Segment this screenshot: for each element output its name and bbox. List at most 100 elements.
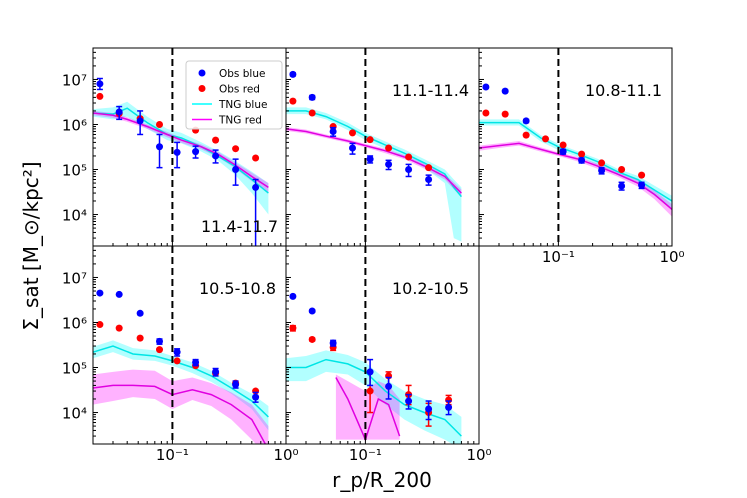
tng-red-band xyxy=(479,141,672,217)
y-tick-label: 10⁷ xyxy=(62,269,87,287)
y-tick-label: 10⁶ xyxy=(62,314,87,332)
obs-red-point xyxy=(482,109,490,117)
tng-blue-line xyxy=(93,345,269,418)
panel-label: 10.8-11.1 xyxy=(585,81,662,100)
x-axis-label: r_p/R_200 xyxy=(332,468,432,492)
obs-blue-point xyxy=(522,117,530,125)
y-axis-label: Σ_sat [M_⊙/kpc²] xyxy=(19,161,43,330)
obs-red-point xyxy=(559,141,567,149)
obs-blue-point xyxy=(425,405,433,413)
obs-blue-point xyxy=(425,175,433,183)
obs-blue-point xyxy=(173,148,181,156)
legend-label: TNG red xyxy=(218,115,262,127)
legend-label: TNG blue xyxy=(218,99,267,111)
obs-red-point xyxy=(618,166,626,174)
tng-blue-line xyxy=(286,110,462,198)
obs-red-point xyxy=(96,92,104,100)
legend-label: Obs red xyxy=(219,84,260,96)
panel-plot-area xyxy=(479,48,672,246)
y-tick-label: 10⁴ xyxy=(62,207,87,225)
obs-red-point xyxy=(156,120,164,128)
obs-red-point xyxy=(578,150,586,158)
tng-red-line xyxy=(93,384,267,444)
obs-blue-point xyxy=(212,368,220,376)
y-tick-label: 10⁶ xyxy=(62,116,87,134)
obs-red-point xyxy=(156,346,164,354)
tng-red-band xyxy=(93,369,269,444)
obs-blue-point xyxy=(136,117,144,125)
obs-red-point xyxy=(289,324,297,332)
obs-blue-point xyxy=(482,83,490,91)
obs-blue-point xyxy=(96,289,104,297)
panel-plot-area xyxy=(93,48,269,246)
x-tick-label: 10⁰ xyxy=(659,248,684,266)
obs-red-point xyxy=(289,97,297,105)
tng-blue-band xyxy=(286,350,462,444)
x-tick-label: 10⁰ xyxy=(273,446,298,464)
tng-blue-band xyxy=(479,119,672,208)
obs-blue-point xyxy=(385,160,393,168)
legend-label: Obs blue xyxy=(219,68,265,80)
obs-red-point xyxy=(136,334,144,342)
tng-red-line xyxy=(93,112,269,189)
obs-blue-point xyxy=(385,382,393,390)
obs-blue-point xyxy=(308,307,316,315)
obs-red-point xyxy=(405,153,413,161)
obs-blue-point xyxy=(96,80,104,88)
obs-red-point xyxy=(385,144,393,152)
y-tick-label: 10⁷ xyxy=(62,71,87,89)
obs-red-point xyxy=(366,387,374,395)
x-tick-label: 10⁰ xyxy=(466,446,491,464)
obs-blue-point xyxy=(329,127,337,135)
legend-box xyxy=(185,60,283,130)
y-tick-label: 10⁴ xyxy=(62,405,87,423)
obs-red-point xyxy=(598,159,606,167)
obs-blue-point xyxy=(212,152,220,160)
obs-blue-point xyxy=(308,93,316,101)
panel-plot-area xyxy=(286,48,462,246)
obs-blue-point xyxy=(598,167,606,175)
obs-red-point xyxy=(252,154,260,162)
tng-blue-line xyxy=(286,358,462,437)
obs-blue-point xyxy=(192,148,200,156)
obs-red-point xyxy=(425,164,433,172)
obs-blue-point xyxy=(156,143,164,151)
obs-red-point xyxy=(173,357,181,365)
obs-blue-point xyxy=(252,393,260,401)
obs-blue-point xyxy=(289,70,297,78)
obs-blue-point xyxy=(405,397,413,405)
obs-blue-point xyxy=(252,183,260,191)
legend-marker xyxy=(198,85,206,92)
tng-blue-band xyxy=(93,101,269,215)
tng-blue-band xyxy=(286,107,462,242)
obs-blue-point xyxy=(501,87,509,95)
obs-blue-point xyxy=(366,368,374,376)
panel-1: 10⁴ 10⁵ 10⁶ 10⁷ 11.4-11.7 xyxy=(62,47,287,247)
x-tick-label: 10⁻¹ xyxy=(542,248,575,266)
panel-frame xyxy=(478,47,673,247)
obs-red-point xyxy=(501,110,509,118)
obs-blue-point xyxy=(232,166,240,174)
obs-red-point xyxy=(115,324,123,332)
obs-blue-point xyxy=(559,148,567,156)
panel-3: 10⁻¹ 10⁰ 10.8-11.1 xyxy=(478,47,685,266)
tng-red-line xyxy=(335,377,401,442)
obs-red-point xyxy=(308,109,316,117)
panel-label: 10.2-10.5 xyxy=(392,279,469,298)
obs-red-point xyxy=(349,129,357,137)
obs-blue-point xyxy=(232,380,240,388)
obs-blue-point xyxy=(115,108,123,116)
panel-label: 11.1-11.4 xyxy=(392,81,469,100)
obs-red-point xyxy=(232,145,240,153)
y-tick-label: 10⁵ xyxy=(62,162,87,180)
obs-red-point xyxy=(308,335,316,343)
panel-plot-area xyxy=(286,246,462,444)
obs-red-point xyxy=(366,136,374,144)
obs-blue-point xyxy=(192,358,200,366)
obs-blue-point xyxy=(366,155,374,163)
obs-blue-point xyxy=(638,181,646,189)
panel-5: 10⁻¹ 10⁰ 10.2-10.5 xyxy=(285,245,492,464)
legend-marker xyxy=(198,69,206,77)
obs-blue-point xyxy=(115,290,123,298)
